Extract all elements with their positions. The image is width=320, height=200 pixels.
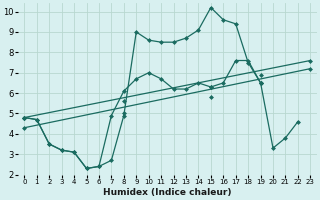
X-axis label: Humidex (Indice chaleur): Humidex (Indice chaleur) <box>103 188 232 197</box>
